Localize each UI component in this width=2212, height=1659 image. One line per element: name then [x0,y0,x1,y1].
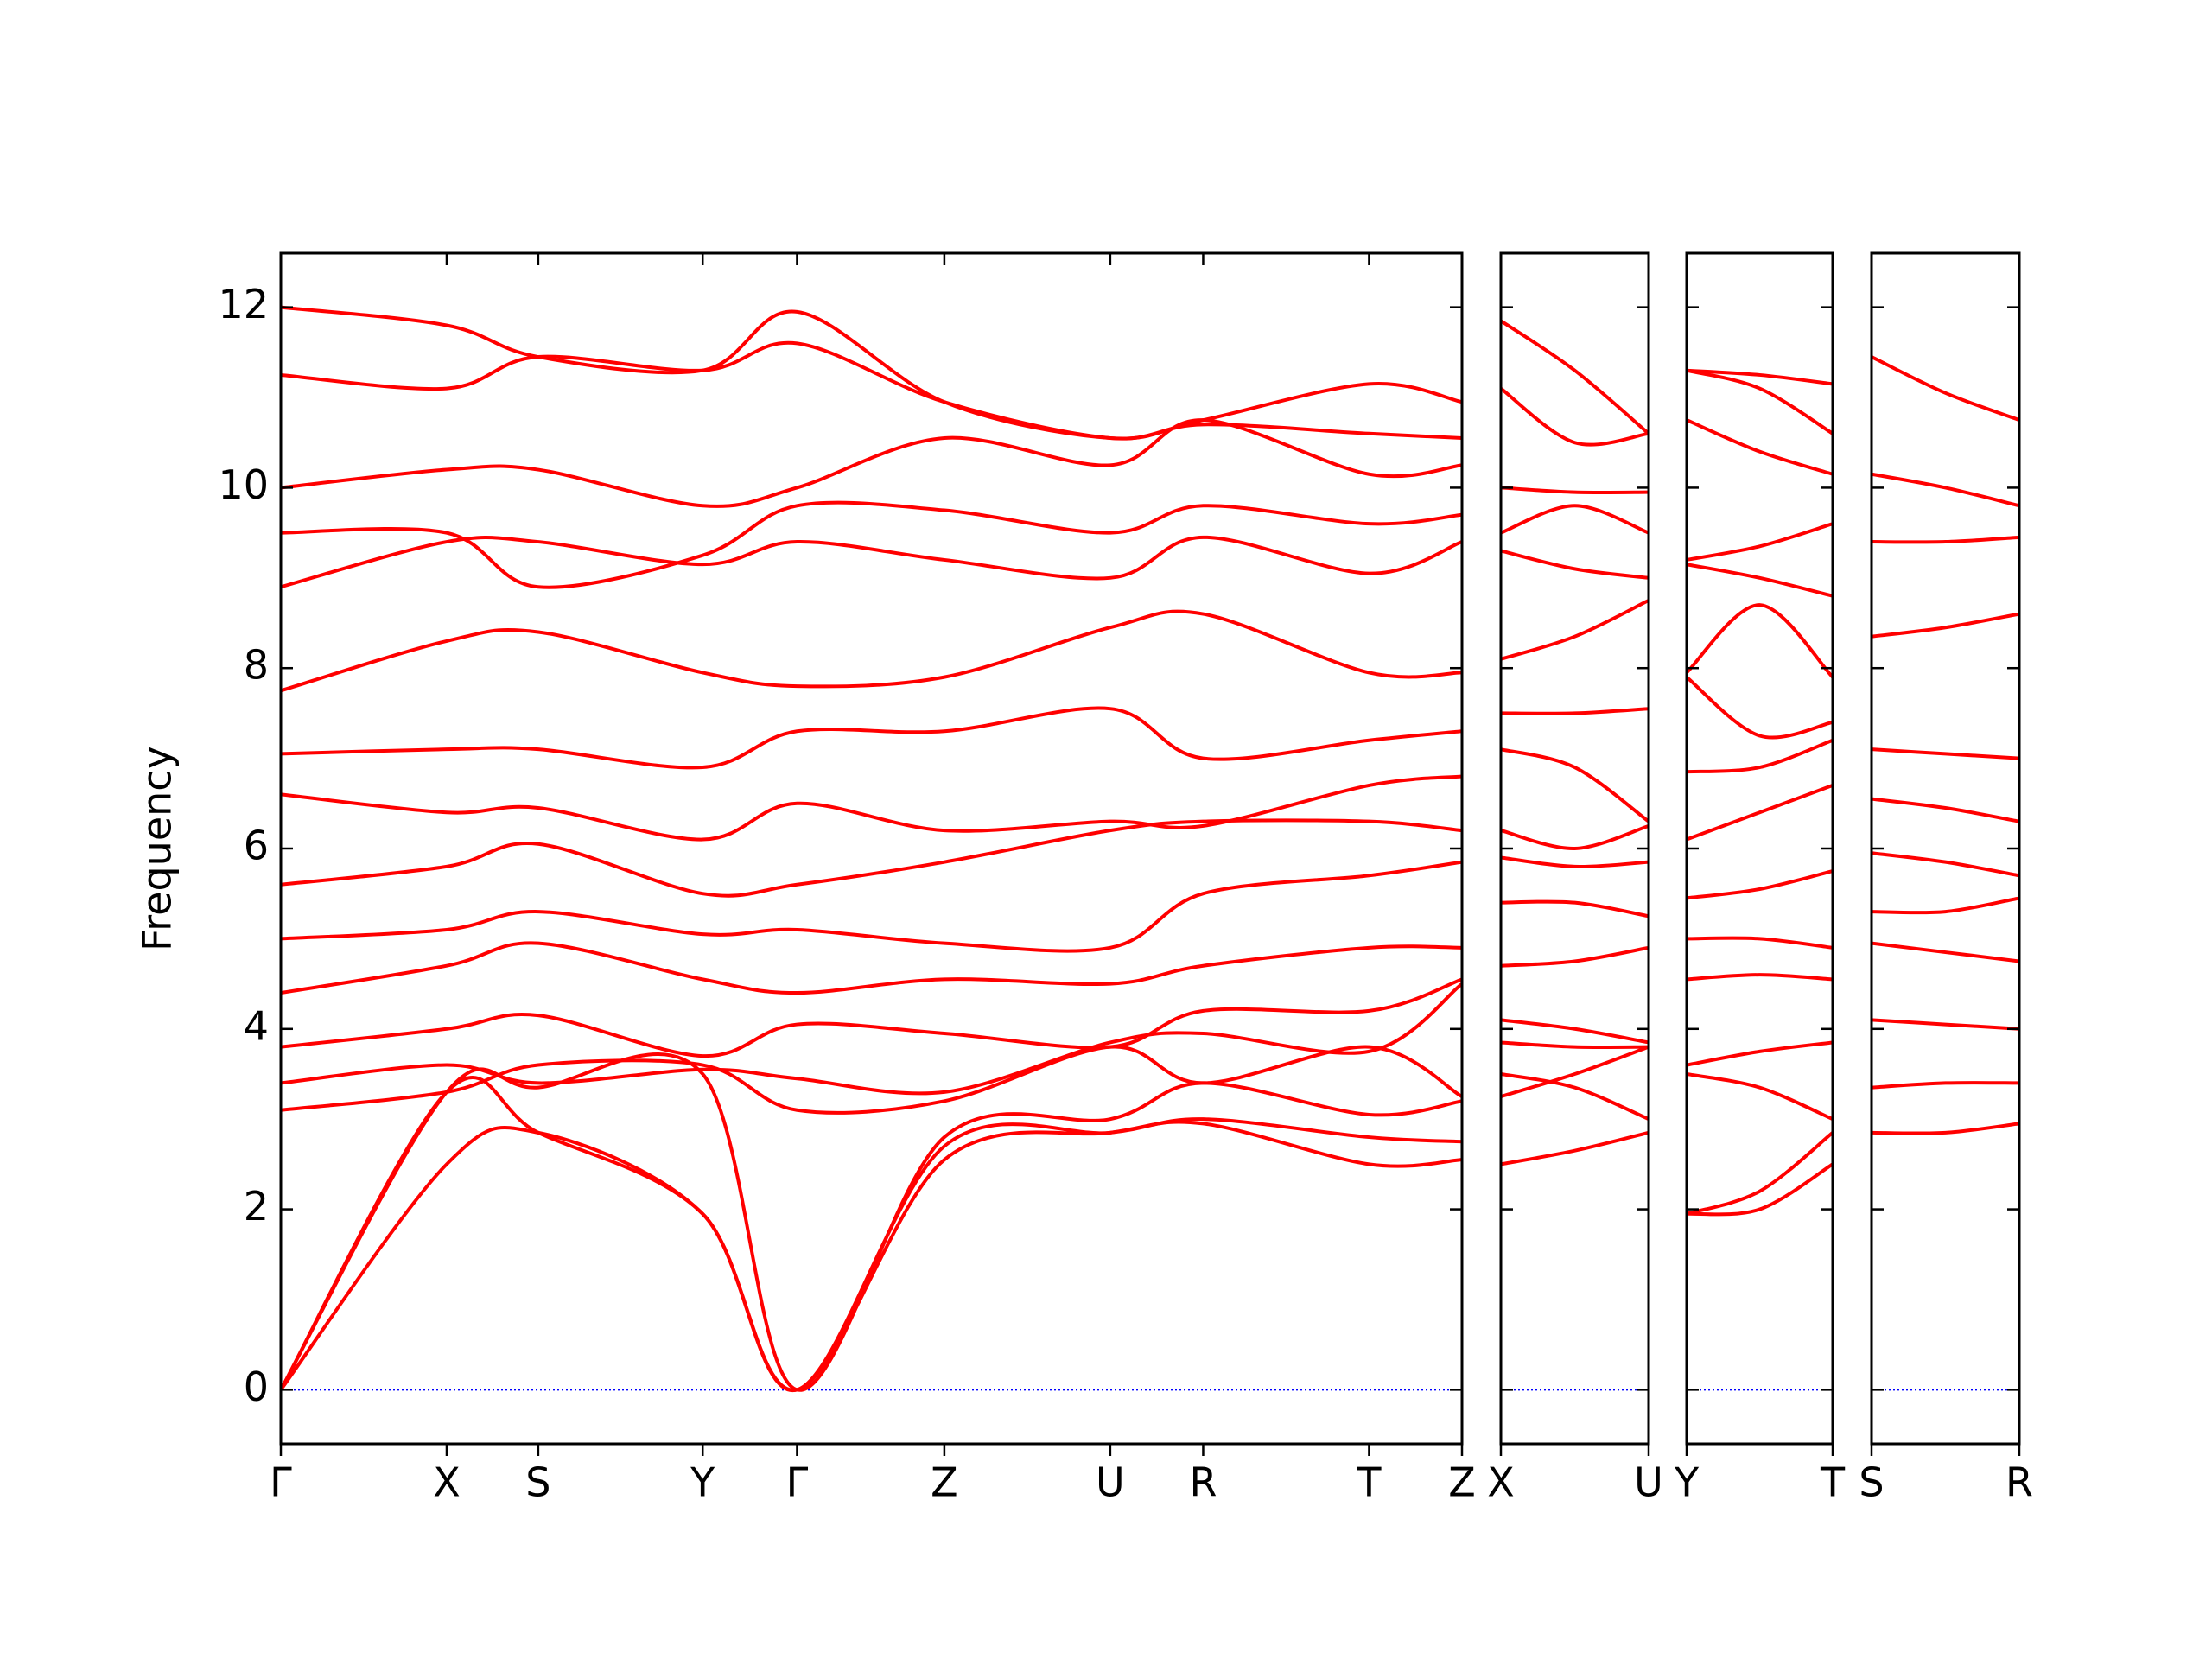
band-line [1872,896,2019,915]
y-tick-label: 4 [244,1002,269,1049]
band-line [281,982,1462,1096]
x-tick-label: Z [1448,1459,1476,1506]
band-line [1501,1018,1649,1045]
band-line [1501,599,1649,661]
x-tick-label: Z [931,1459,958,1506]
band-line [1687,973,1833,982]
band-line [281,774,1462,842]
x-tick-label: R [1189,1459,1217,1506]
band-line [281,305,1462,441]
band-line [281,1120,1462,1392]
band-line [1501,386,1649,447]
band-line [281,609,1462,693]
y-tick-label: 12 [218,281,269,327]
plot-area [1501,319,1649,1391]
band-line [1501,319,1649,435]
band-line [1501,747,1649,823]
y-tick-label: 8 [244,642,269,689]
band-line [1501,945,1649,968]
x-tick-label: X [1487,1459,1515,1506]
band-line [281,1076,1462,1392]
band-line [1872,612,2019,639]
plot-area [1872,355,2019,1391]
band-line [1872,355,2019,423]
band-line [1872,1122,2019,1135]
band-line [1501,899,1649,918]
band-line [281,340,1462,441]
axes-frame [1870,251,2021,1446]
band-line [1872,1018,2019,1031]
band-line [1872,472,2019,508]
x-tick-label: Γ [270,1459,292,1506]
band-line [1872,797,2019,823]
band-line [1501,707,1649,715]
band-line [1687,1162,1833,1217]
band-line [1687,368,1833,386]
x-tick-label: Y [1674,1459,1700,1506]
band-line [1687,869,1833,900]
x-tick-label: S [1859,1459,1884,1506]
x-tick-label: Γ [786,1459,809,1506]
band-line [1687,784,1833,842]
band-line [1687,603,1833,679]
band-line [1687,1072,1833,1122]
y-axis-label: Frequency [134,746,181,951]
band-line [1501,823,1649,851]
axes-frame [1499,251,1650,1446]
band-line [1687,1131,1833,1216]
band-line [1687,1040,1833,1067]
band-line [281,818,1462,898]
band-line [281,860,1462,953]
band-line [1501,855,1649,868]
band-line [281,1052,1462,1392]
y-tick-label: 10 [218,461,269,508]
band-line [1501,504,1649,535]
band-line [1501,486,1649,495]
band-line [1872,851,2019,878]
band-line [1501,1130,1649,1166]
x-tick-label: T [1820,1459,1846,1506]
band-line [281,500,1462,589]
band-line [1501,549,1649,580]
band-line [1501,1045,1649,1098]
band-line [1687,563,1833,598]
x-tick-label: Y [690,1459,715,1506]
band-line [1687,738,1833,774]
band-line [1872,535,2019,544]
band-line [1687,418,1833,476]
x-tick-label: X [433,1459,461,1506]
x-tick-label: U [1634,1459,1663,1506]
axes-frame [279,251,1464,1446]
band-line [1687,368,1833,435]
y-tick-label: 6 [244,823,269,869]
band-line [281,535,1462,589]
y-tick-label: 0 [244,1363,269,1410]
band-line [1687,522,1833,562]
x-tick-label: U [1096,1459,1125,1506]
band-line [281,941,1462,995]
x-tick-label: R [2005,1459,2033,1506]
band-line [1872,747,2019,760]
band-line [1687,936,1833,950]
band-line [1872,1081,2019,1090]
plot-area [1687,368,1833,1391]
band-line [281,706,1462,770]
band-line [1687,676,1833,740]
plot-area [281,305,1462,1392]
x-tick-label: T [1356,1459,1382,1506]
axes-frame [1685,251,1834,1446]
band-line [1501,1040,1649,1050]
band-line [1501,1072,1649,1122]
y-tick-label: 2 [244,1183,269,1230]
band-line [281,418,1462,508]
band-line [1872,941,2019,963]
band-line [281,977,1462,1058]
x-tick-label: S [525,1459,550,1506]
